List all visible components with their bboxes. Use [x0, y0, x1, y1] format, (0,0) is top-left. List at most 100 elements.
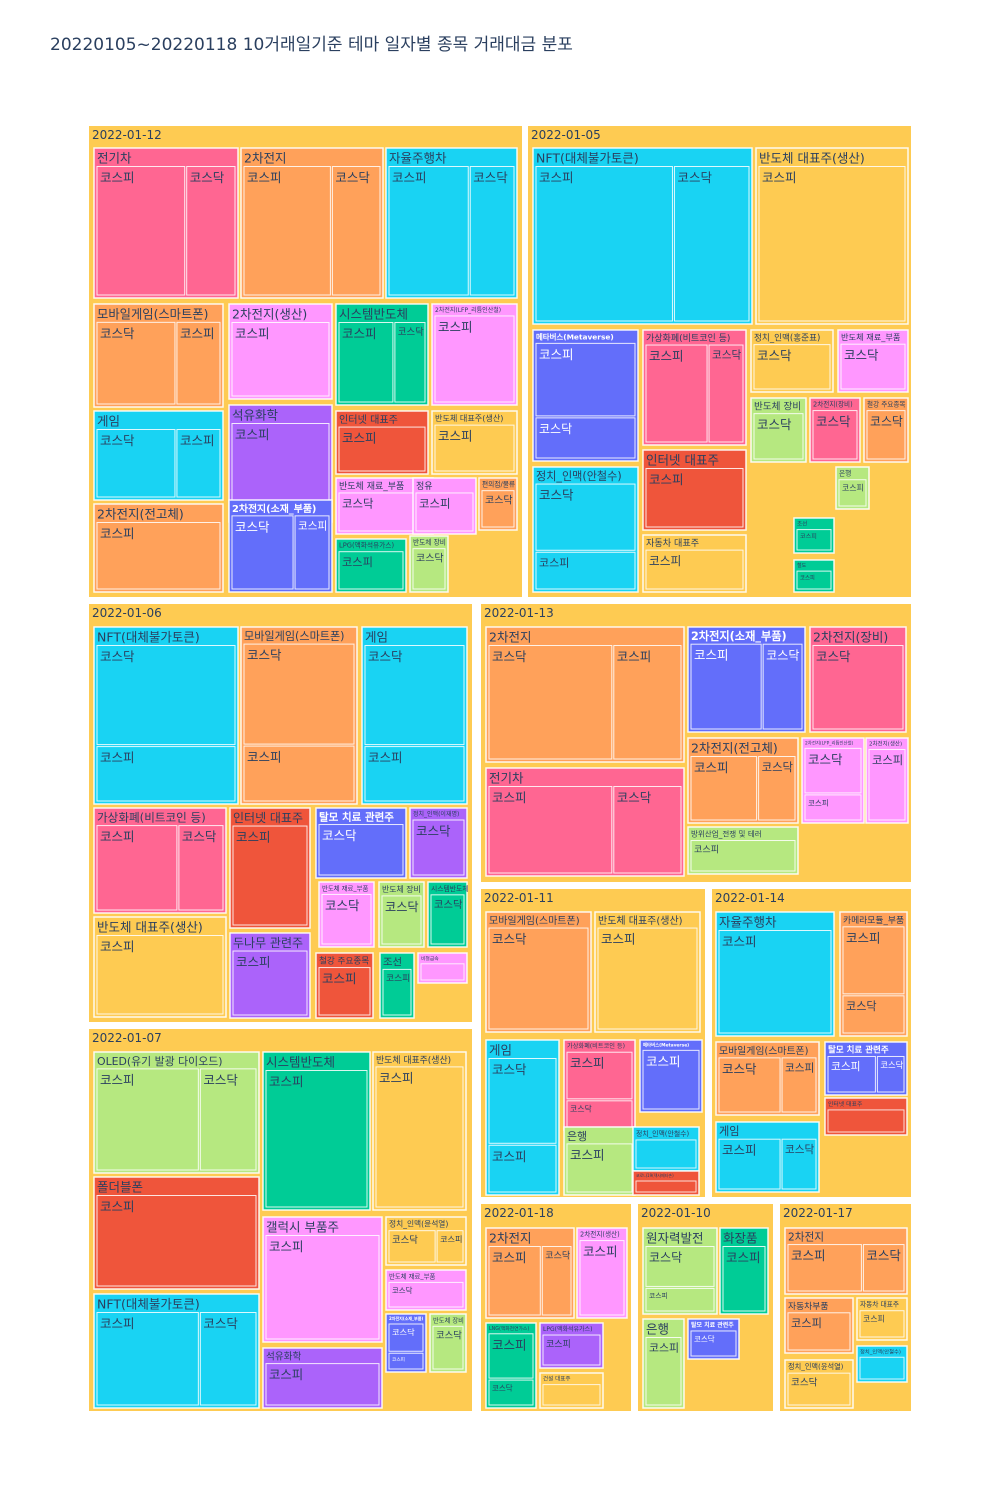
- market-rect[interactable]: [722, 1246, 766, 1312]
- market-rect[interactable]: [781, 1057, 817, 1113]
- market-rect[interactable]: [199, 1312, 257, 1406]
- market-rect[interactable]: [753, 344, 831, 390]
- theme-node[interactable]: 정치_인맥(홍준표) 코스닥: [750, 329, 834, 393]
- market-rect[interactable]: [690, 840, 796, 872]
- market-rect[interactable]: [434, 424, 515, 472]
- theme-node[interactable]: 2차전지(LFP_리튬인산철) 코스피: [431, 303, 518, 406]
- market-rect[interactable]: [436, 1230, 464, 1263]
- theme-node[interactable]: NFT(대체불가토큰) 코스피 코스닥: [532, 147, 753, 325]
- market-rect[interactable]: [420, 963, 465, 981]
- market-rect[interactable]: [579, 1240, 625, 1316]
- market-rect[interactable]: [566, 1051, 633, 1100]
- market-rect[interactable]: [645, 549, 744, 590]
- market-rect[interactable]: [430, 894, 465, 945]
- theme-node[interactable]: 2차전지(생산) 코스피: [576, 1227, 628, 1319]
- theme-node[interactable]: NFT(대체불가토큰) 코스피 코스닥: [93, 1293, 260, 1409]
- market-rect[interactable]: [758, 166, 906, 322]
- market-rect[interactable]: [265, 1235, 380, 1340]
- market-rect[interactable]: [597, 927, 698, 1030]
- theme-node[interactable]: LPG(액화석유가스) 코스피: [539, 1322, 604, 1369]
- market-rect[interactable]: [787, 1372, 851, 1406]
- market-rect[interactable]: [488, 786, 613, 874]
- market-rect[interactable]: [294, 515, 330, 590]
- market-rect[interactable]: [434, 315, 515, 403]
- market-rect[interactable]: [781, 1138, 817, 1190]
- theme-node[interactable]: 정치_인맥(윤석열) 코스닥: [784, 1359, 854, 1409]
- market-rect[interactable]: [645, 1337, 682, 1406]
- market-rect[interactable]: [635, 1180, 697, 1193]
- market-rect[interactable]: [541, 1246, 572, 1316]
- market-rect[interactable]: [535, 551, 636, 590]
- market-rect[interactable]: [718, 1057, 781, 1113]
- market-rect[interactable]: [243, 643, 355, 745]
- market-rect[interactable]: [265, 1070, 368, 1208]
- market-rect[interactable]: [645, 468, 744, 528]
- market-rect[interactable]: [488, 1246, 541, 1316]
- market-rect[interactable]: [868, 749, 906, 821]
- market-rect[interactable]: [331, 166, 381, 296]
- market-rect[interactable]: [382, 968, 412, 1016]
- market-rect[interactable]: [388, 1230, 436, 1263]
- theme-node[interactable]: 정치_인맥(안철수): [856, 1345, 908, 1383]
- market-rect[interactable]: [388, 166, 469, 296]
- market-rect[interactable]: [542, 1334, 601, 1366]
- market-rect[interactable]: [176, 321, 221, 405]
- date-node-2022-01-14[interactable]: 2022-01-14자율주행차코스피카메라모듈_부품코스피코스닥모바일게임(스마…: [710, 887, 913, 1199]
- market-rect[interactable]: [542, 1384, 601, 1406]
- theme-rect[interactable]: [856, 1345, 908, 1383]
- market-rect[interactable]: [876, 1055, 905, 1093]
- market-rect[interactable]: [178, 825, 224, 911]
- market-rect[interactable]: [469, 166, 515, 296]
- market-rect[interactable]: [96, 1068, 199, 1171]
- theme-rect[interactable]: [824, 1097, 908, 1136]
- theme-node[interactable]: 모바일게임(스마트폰) 코스닥: [485, 911, 592, 1033]
- market-rect[interactable]: [613, 786, 682, 874]
- market-rect[interactable]: [827, 1109, 905, 1133]
- market-rect[interactable]: [635, 1139, 697, 1169]
- theme-node[interactable]: 반도체 대표주(생산) 코스피: [431, 410, 518, 475]
- market-rect[interactable]: [432, 1325, 464, 1370]
- theme-rect[interactable]: [539, 1372, 604, 1409]
- theme-node[interactable]: 인터넷 대표주: [824, 1097, 908, 1136]
- market-rect[interactable]: [488, 1379, 534, 1406]
- market-rect[interactable]: [535, 342, 636, 417]
- market-rect[interactable]: [566, 1100, 633, 1128]
- theme-node[interactable]: 2차전지(장비) 코스닥: [809, 397, 861, 463]
- market-rect[interactable]: [488, 1333, 534, 1379]
- market-rect[interactable]: [796, 529, 832, 551]
- market-rect[interactable]: [96, 935, 224, 1015]
- market-rect[interactable]: [673, 166, 750, 322]
- market-rect[interactable]: [787, 1312, 851, 1351]
- market-rect[interactable]: [338, 426, 426, 472]
- market-rect[interactable]: [96, 166, 186, 296]
- market-rect[interactable]: [838, 479, 867, 507]
- date-node-2022-01-06[interactable]: 2022-01-06NFT(대체불가토큰)코스닥코스피모바일게임(스마트폰)코스…: [87, 602, 474, 1024]
- theme-node[interactable]: LPG(액화석유가스) 코스피: [335, 538, 407, 593]
- market-rect[interactable]: [96, 746, 236, 802]
